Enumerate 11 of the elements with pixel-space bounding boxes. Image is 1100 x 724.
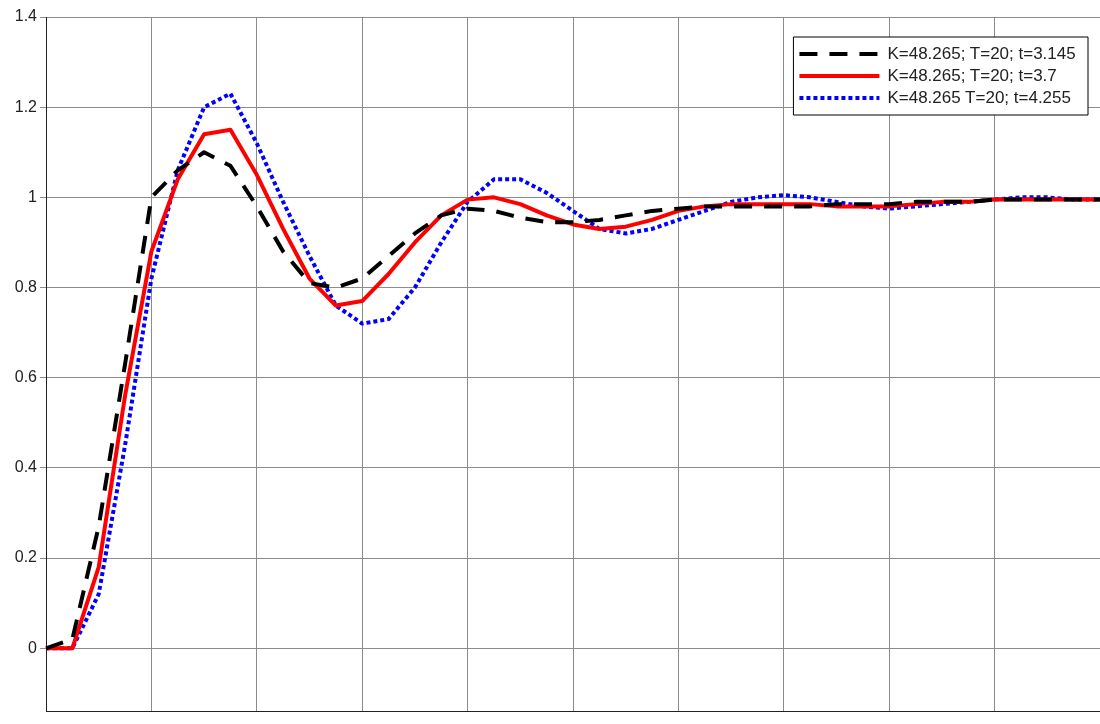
y-tick-label: 1.4 (14, 7, 38, 25)
y-tick-label: 0.6 (14, 368, 38, 386)
y-tick-label: 0.4 (14, 458, 38, 476)
y-tick-label: 0.2 (14, 548, 38, 566)
y-tick-label: 0 (28, 638, 38, 656)
legend-label: K=48.265; T=20; t=3.145 (887, 43, 1076, 63)
legend-label: K=48.265; T=20; t=3.7 (887, 65, 1057, 85)
y-tick-label: 1 (28, 187, 38, 205)
y-tick-label: 1.2 (14, 97, 38, 115)
y-tick-label: 0.8 (14, 277, 38, 295)
legend-label: K=48.265 T=20; t=4.255 (887, 87, 1071, 107)
